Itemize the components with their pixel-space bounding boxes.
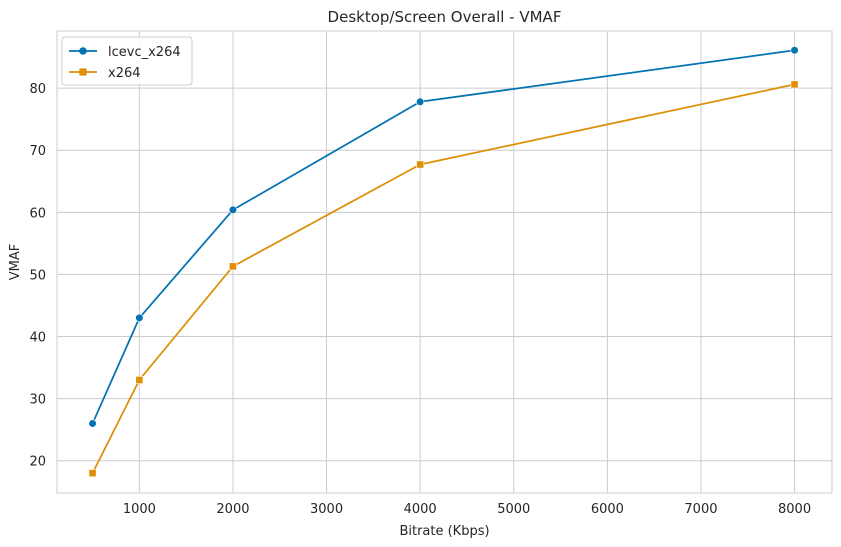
y-tick-label: 40 <box>29 331 46 346</box>
legend-label: lcevc_x264 <box>108 45 181 60</box>
data-point <box>135 376 144 384</box>
data-point <box>790 46 799 55</box>
y-axis-title: VMAF <box>8 244 23 280</box>
data-point <box>229 262 237 271</box>
x-axis-ticks: 1000 2000 3000 4000 5000 6000 7000 8000 <box>123 502 811 517</box>
grid <box>57 31 832 493</box>
y-tick-label: 80 <box>29 82 46 97</box>
legend-label: x264 <box>108 66 141 81</box>
data-point <box>135 313 144 322</box>
legend-marker <box>79 47 87 55</box>
y-tick-label: 50 <box>29 268 46 283</box>
series-lines <box>88 46 799 478</box>
y-tick-label: 30 <box>29 393 46 408</box>
legend-marker <box>79 68 87 76</box>
chart-title: Desktop/Screen Overall - VMAF <box>328 8 562 26</box>
x-tick-label: 6000 <box>591 502 624 517</box>
legend: lcevc_x264 x264 <box>61 36 193 86</box>
x-tick-label: 7000 <box>684 502 717 517</box>
x-tick-label: 5000 <box>497 502 530 517</box>
series-x264 <box>88 80 799 478</box>
legend-box <box>61 36 193 86</box>
data-point <box>88 469 97 478</box>
y-axis-ticks: 20 30 40 50 60 70 80 <box>29 82 46 470</box>
legend-item-lcevc_x264: lcevc_x264 <box>69 45 181 60</box>
series-lcevc_x264 <box>88 46 799 428</box>
data-point <box>416 160 425 169</box>
data-point <box>790 80 799 89</box>
data-point <box>88 419 97 428</box>
plot-area <box>56 30 833 494</box>
x-tick-label: 8000 <box>778 502 811 517</box>
x-tick-label: 2000 <box>216 502 249 517</box>
x-tick-label: 1000 <box>123 502 156 517</box>
y-tick-label: 70 <box>29 144 46 159</box>
legend-item-x264: x264 <box>69 66 141 81</box>
x-tick-label: 4000 <box>404 502 437 517</box>
x-tick-label: 3000 <box>310 502 343 517</box>
y-tick-label: 60 <box>29 206 46 221</box>
y-tick-label: 20 <box>29 455 46 470</box>
data-point <box>416 97 425 106</box>
data-point <box>228 205 238 214</box>
x-axis-title: Bitrate (Kbps) <box>399 524 489 539</box>
